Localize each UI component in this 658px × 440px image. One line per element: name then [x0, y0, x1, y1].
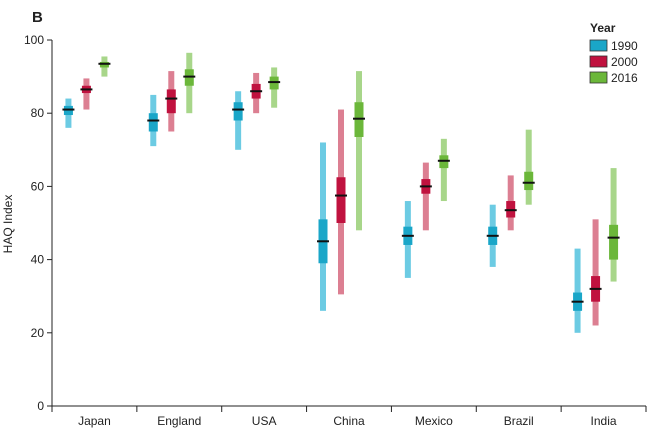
- y-tick-label: 0: [37, 399, 44, 413]
- data-marks: [62, 52, 620, 333]
- range-inner-1990: [148, 113, 158, 132]
- legend-label-2016: 2016: [611, 71, 638, 85]
- x-tick-label: Japan: [78, 414, 111, 428]
- panel-letter: B: [32, 9, 43, 26]
- y-tick-label: 40: [31, 253, 45, 267]
- range-outer-2000: [83, 78, 90, 110]
- axes: 0 20 40 60 80 100 Japan England USA China Mexico Br…: [24, 33, 647, 428]
- y-tick-label: 80: [31, 106, 45, 120]
- range-inner-1990: [233, 102, 243, 121]
- x-tick-label: Brazil: [504, 414, 534, 428]
- range-inner-2016: [609, 224, 619, 260]
- y-axis-title: HAQ Index: [1, 195, 15, 254]
- legend-swatch-1990: [589, 39, 608, 52]
- x-tick-label: China: [333, 414, 365, 428]
- range-outer-2016: [440, 138, 447, 202]
- legend-label-2000: 2000: [611, 55, 638, 69]
- y-tick-label: 20: [31, 326, 45, 340]
- legend-title: Year: [590, 21, 616, 35]
- x-tick-label: India: [591, 414, 617, 428]
- x-tick-label: USA: [252, 414, 277, 428]
- y-tick-label: 60: [31, 179, 45, 193]
- range-outer-2000: [422, 162, 429, 231]
- y-tick-label: 100: [24, 33, 44, 47]
- legend-swatch-2016: [589, 71, 608, 84]
- x-tick-label: Mexico: [415, 414, 453, 428]
- legend-label-1990: 1990: [611, 39, 638, 53]
- legend-swatch-2000: [589, 55, 608, 68]
- range-inner-2016: [524, 171, 534, 191]
- range-outer-2000: [592, 219, 599, 326]
- range-outer-2016: [525, 129, 532, 205]
- range-outer-2016: [356, 71, 362, 231]
- x-tick-label: England: [157, 414, 201, 428]
- legend: Year 1990 2000 2016: [589, 21, 638, 85]
- range-outer-1990: [574, 248, 581, 333]
- range-inner-2000: [336, 177, 346, 223]
- range-inner-2000: [166, 89, 176, 114]
